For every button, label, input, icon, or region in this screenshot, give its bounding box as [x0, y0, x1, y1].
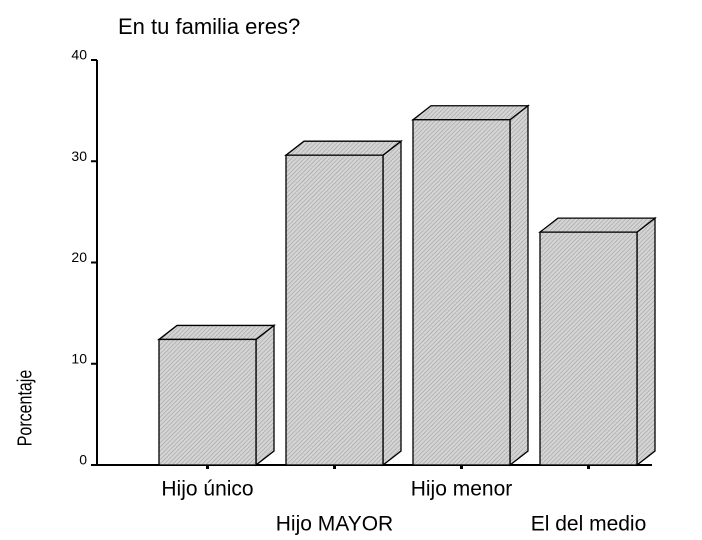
bar-top — [284, 140, 403, 156]
y-tick-label: 20 — [71, 249, 87, 265]
chart-title: En tu familia eres? — [118, 14, 300, 39]
bar — [158, 338, 257, 466]
bar-side — [382, 139, 402, 467]
y-tick-label: 10 — [71, 350, 87, 366]
bar-side — [255, 324, 275, 467]
x-tick-label: Hijo menor — [411, 478, 513, 501]
x-tick-label: El del medio — [531, 513, 647, 536]
bar — [412, 119, 511, 466]
bar — [285, 154, 384, 466]
bar-top — [157, 324, 276, 341]
x-tick-label: Hijo MAYOR — [276, 513, 393, 536]
bar-side — [636, 216, 656, 467]
y-tick-label: 40 — [71, 47, 87, 63]
x-tick-label: Hijo único — [161, 478, 253, 501]
bar-side — [509, 104, 529, 467]
bar — [539, 231, 638, 466]
bar-top — [538, 217, 657, 233]
y-tick-label: 30 — [71, 148, 87, 164]
bar-top — [411, 105, 530, 121]
y-axis-label: Porcentaje — [14, 370, 36, 446]
y-tick-label: 0 — [79, 452, 87, 468]
